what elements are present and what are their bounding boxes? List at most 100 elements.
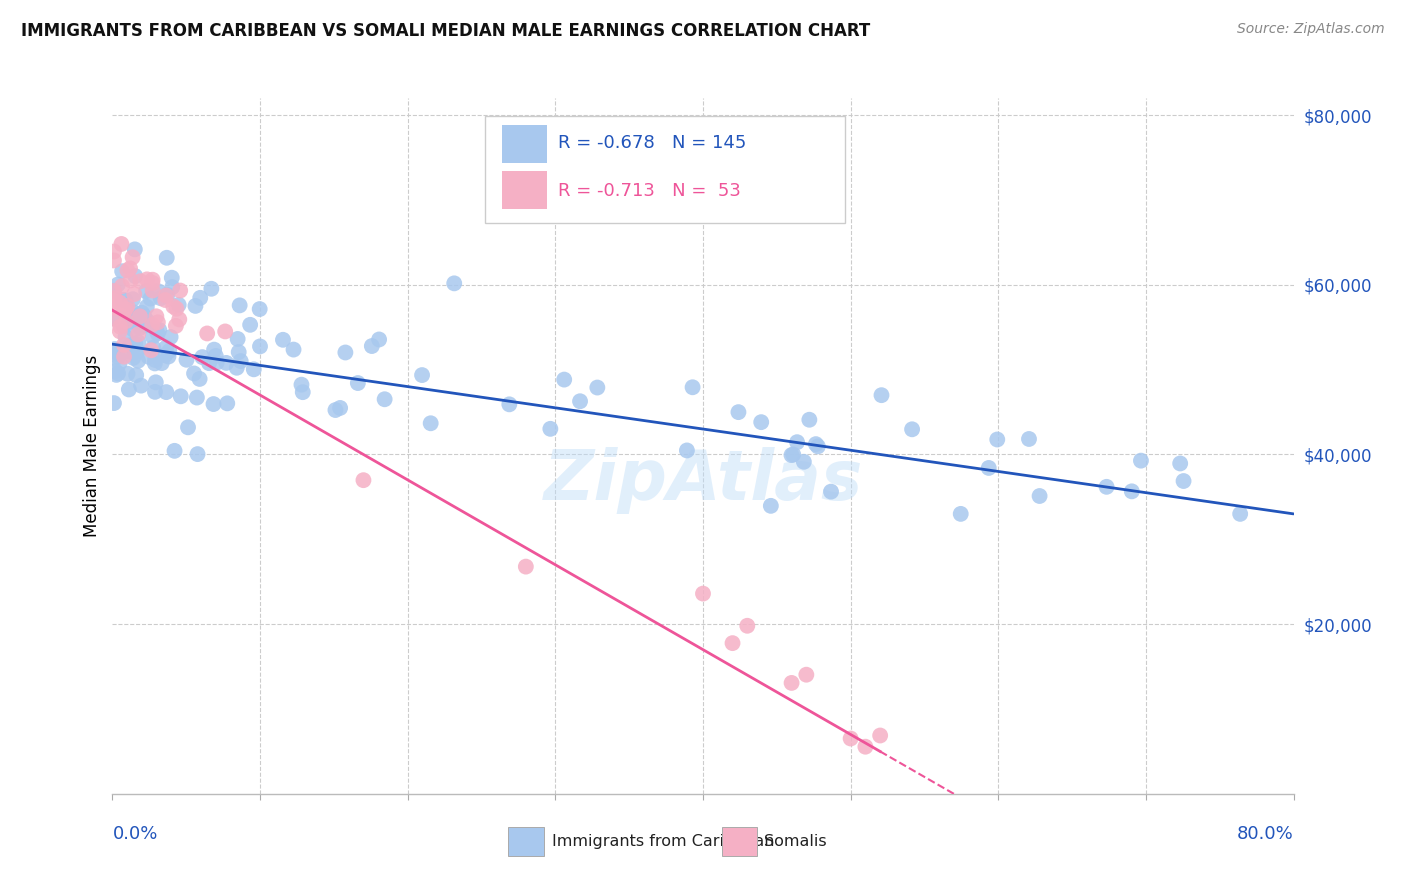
Point	[283, 343, 305, 357]
Point	[103, 284, 125, 298]
Point	[1173, 474, 1195, 488]
Point	[167, 298, 190, 312]
Point	[228, 345, 250, 359]
Bar	[721, 827, 758, 856]
Point	[139, 292, 162, 306]
Point	[122, 351, 145, 365]
Point	[498, 397, 520, 411]
Point	[108, 324, 131, 338]
Point	[229, 354, 252, 368]
Point	[225, 360, 247, 375]
Point	[368, 333, 391, 347]
Point	[138, 350, 160, 364]
Point	[799, 413, 821, 427]
Point	[162, 280, 184, 294]
Point	[103, 311, 125, 326]
Point	[198, 356, 221, 370]
Point	[143, 384, 166, 399]
Point	[103, 311, 125, 326]
Point	[329, 401, 352, 415]
Point	[228, 298, 250, 312]
Point	[191, 350, 214, 364]
Point	[142, 284, 165, 298]
Point	[114, 330, 136, 344]
Point	[103, 396, 125, 410]
Point	[104, 344, 127, 359]
Point	[249, 339, 271, 353]
Point	[1121, 484, 1143, 499]
Text: Source: ZipAtlas.com: Source: ZipAtlas.com	[1237, 22, 1385, 37]
Point	[135, 300, 157, 314]
Point	[249, 301, 271, 316]
Point	[727, 405, 749, 419]
Point	[114, 293, 136, 308]
Text: Somalis: Somalis	[765, 834, 827, 849]
Point	[586, 380, 609, 394]
Point	[117, 299, 139, 313]
Point	[170, 389, 193, 403]
Point	[325, 403, 347, 417]
Point	[692, 586, 714, 600]
Point	[103, 244, 125, 259]
Point	[335, 345, 357, 359]
Point	[141, 343, 163, 358]
Point	[125, 344, 148, 359]
Bar	[502, 125, 547, 163]
Text: 0.0%: 0.0%	[112, 825, 157, 843]
Point	[104, 291, 127, 305]
Point	[569, 394, 592, 409]
Point	[271, 333, 294, 347]
Bar	[508, 827, 544, 856]
Point	[112, 350, 135, 364]
Point	[146, 315, 169, 329]
Point	[104, 342, 127, 356]
Point	[1028, 489, 1050, 503]
Point	[148, 285, 170, 299]
Point	[148, 323, 170, 337]
Bar	[485, 116, 845, 223]
Point	[553, 373, 575, 387]
Point	[411, 368, 433, 382]
Point	[759, 499, 782, 513]
Point	[156, 287, 179, 301]
Point	[136, 272, 159, 286]
Point	[121, 250, 143, 264]
Point	[215, 356, 238, 370]
Point	[145, 310, 167, 324]
Point	[149, 291, 172, 305]
Point	[347, 376, 370, 390]
Point	[188, 291, 211, 305]
Text: IMMIGRANTS FROM CARIBBEAN VS SOMALI MEDIAN MALE EARNINGS CORRELATION CHART: IMMIGRANTS FROM CARIBBEAN VS SOMALI MEDI…	[21, 22, 870, 40]
Bar	[502, 171, 547, 210]
Point	[111, 279, 134, 293]
Point	[165, 318, 187, 333]
Point	[122, 315, 145, 329]
Point	[786, 435, 808, 450]
Point	[108, 356, 131, 370]
Point	[782, 448, 804, 462]
Point	[155, 341, 177, 355]
Point	[796, 667, 818, 681]
Point	[112, 293, 135, 307]
Point	[195, 326, 218, 341]
Point	[239, 318, 262, 332]
Y-axis label: Median Male Earnings: Median Male Earnings	[83, 355, 101, 537]
Point	[125, 309, 148, 323]
Point	[117, 367, 139, 381]
Point	[156, 251, 179, 265]
Point	[793, 455, 815, 469]
Point	[869, 729, 891, 743]
Point	[122, 340, 145, 354]
Point	[118, 383, 141, 397]
Point	[124, 336, 146, 351]
Point	[780, 448, 803, 462]
Point	[105, 346, 128, 360]
Text: R = -0.678   N = 145: R = -0.678 N = 145	[558, 135, 747, 153]
Point	[721, 636, 744, 650]
Point	[129, 310, 152, 324]
Point	[112, 319, 135, 334]
Point	[122, 305, 145, 319]
Point	[155, 293, 177, 307]
Text: 80.0%: 80.0%	[1237, 825, 1294, 843]
Point	[143, 356, 166, 370]
